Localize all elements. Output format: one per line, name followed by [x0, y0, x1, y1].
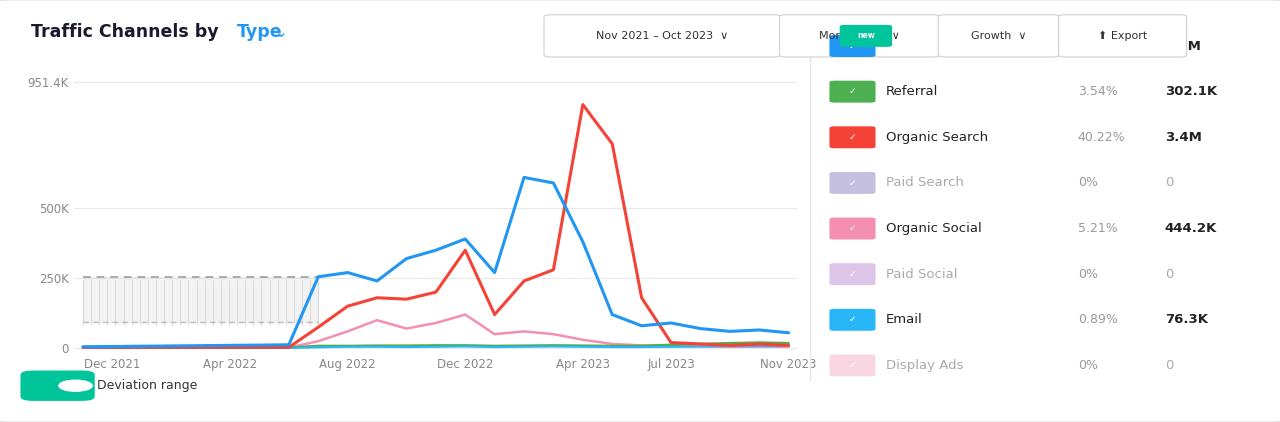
Text: 0%: 0%: [1078, 268, 1098, 281]
Text: ✓: ✓: [849, 361, 856, 370]
Text: 0: 0: [1165, 359, 1174, 372]
Text: Monthly        ∨: Monthly ∨: [819, 31, 900, 41]
Text: ✓: ✓: [849, 224, 856, 233]
Text: 0.89%: 0.89%: [1078, 313, 1117, 326]
Text: Email: Email: [886, 313, 923, 326]
Text: ⌄: ⌄: [275, 25, 288, 41]
Text: ✓: ✓: [849, 270, 856, 279]
Text: Nov 2021 – Oct 2023  ∨: Nov 2021 – Oct 2023 ∨: [596, 31, 728, 41]
Text: Growth  ∨: Growth ∨: [972, 31, 1027, 41]
Text: 0: 0: [1165, 268, 1174, 281]
Text: Paid Social: Paid Social: [886, 268, 957, 281]
Text: Display Ads: Display Ads: [886, 359, 964, 372]
Text: 0%: 0%: [1078, 176, 1098, 189]
Text: 444.2K: 444.2K: [1165, 222, 1217, 235]
Text: 0: 0: [1165, 176, 1174, 189]
Text: Type: Type: [237, 23, 283, 41]
Text: Paid Search: Paid Search: [886, 176, 964, 189]
Text: ✓: ✓: [849, 133, 856, 142]
Text: Referral: Referral: [886, 85, 938, 98]
Text: 50.14%: 50.14%: [1078, 40, 1125, 52]
Text: ⬆ Export: ⬆ Export: [1098, 31, 1147, 41]
Text: Traffic Channels by: Traffic Channels by: [31, 23, 219, 41]
Text: 76.3K: 76.3K: [1165, 313, 1208, 326]
Text: new: new: [858, 31, 874, 41]
Text: 5.21%: 5.21%: [1078, 222, 1117, 235]
Text: 4.3M: 4.3M: [1165, 40, 1202, 52]
Text: ✓: ✓: [849, 179, 856, 187]
Text: ✓: ✓: [849, 87, 856, 96]
Text: Organic Search: Organic Search: [886, 131, 988, 144]
Text: 3.4M: 3.4M: [1165, 131, 1202, 144]
Text: Deviation range: Deviation range: [97, 379, 197, 392]
Text: Direct: Direct: [886, 40, 925, 52]
Text: ✓: ✓: [849, 41, 856, 51]
Text: Organic Social: Organic Social: [886, 222, 982, 235]
Text: 0%: 0%: [1078, 359, 1098, 372]
Text: ✓: ✓: [849, 315, 856, 324]
Text: 40.22%: 40.22%: [1078, 131, 1125, 144]
Text: 3.54%: 3.54%: [1078, 85, 1117, 98]
Text: 302.1K: 302.1K: [1165, 85, 1217, 98]
